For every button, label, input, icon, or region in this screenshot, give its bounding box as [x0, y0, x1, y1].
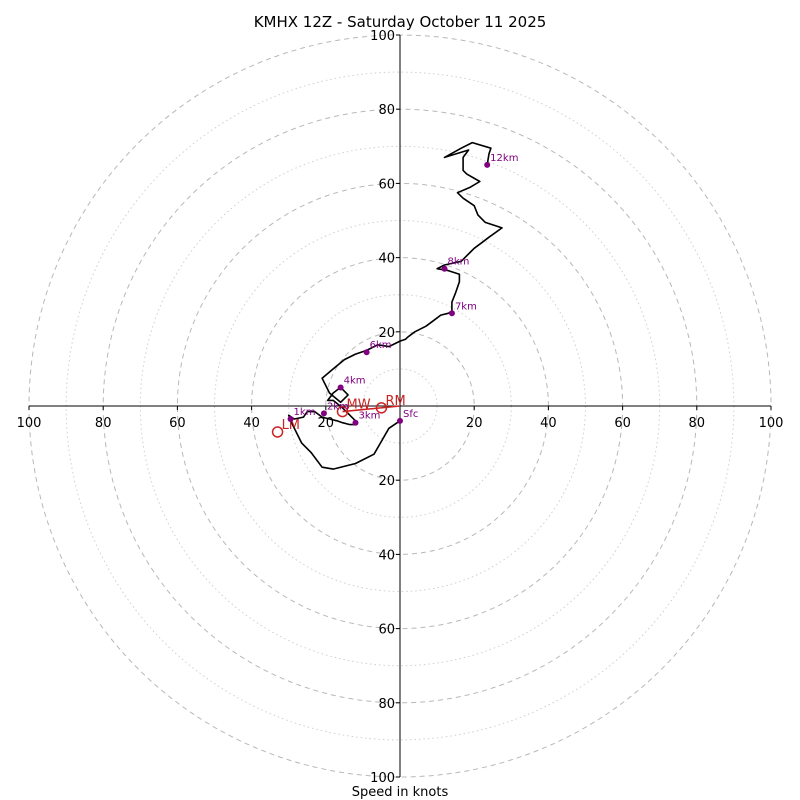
- y-tick-label: 100: [370, 771, 395, 786]
- x-tick-label: 40: [540, 416, 557, 431]
- height-marker-2km: [320, 410, 327, 417]
- x-tick-label: 80: [95, 416, 112, 431]
- y-tick-label: 60: [378, 623, 395, 638]
- height-marker-6km: [363, 349, 370, 356]
- height-marker-1km: [287, 415, 294, 422]
- x-axis-label: Speed in knots: [352, 785, 449, 800]
- x-tick-label: 40: [243, 416, 260, 431]
- x-tick-label: 100: [759, 416, 784, 431]
- y-tick-label: 40: [378, 252, 395, 267]
- height-marker-4km: [337, 384, 344, 391]
- hodograph-line: [287, 141, 503, 470]
- storm-motion-mw-label: MW: [346, 398, 370, 413]
- x-tick-label: 60: [169, 416, 186, 431]
- height-label-2km: 2km: [327, 401, 349, 412]
- height-label-6km: 6km: [370, 340, 392, 351]
- height-label-3km: 3km: [358, 411, 380, 422]
- y-tick-label: 60: [378, 177, 395, 192]
- x-tick-label: 20: [466, 416, 483, 431]
- x-tick-labels: 100 80 60 40 20 20 40 60 80 100: [17, 406, 784, 431]
- y-tick-labels: 100 80 60 40 20 20 40 60 80 100: [370, 29, 400, 786]
- height-label-sfc: Sfc: [403, 409, 418, 420]
- y-tick-label: 20: [378, 474, 395, 489]
- mean-wind-vector: [342, 405, 401, 413]
- chart-title: KMHX 12Z - Saturday October 11 2025: [254, 13, 547, 31]
- y-tick-label: 20: [378, 326, 395, 341]
- y-tick-label: 40: [378, 548, 395, 563]
- storm-motion-lm-marker: [271, 426, 284, 438]
- height-marker-sfc: [397, 417, 403, 424]
- x-tick-label: 80: [689, 416, 706, 431]
- height-label-12km: 12km: [490, 153, 518, 164]
- height-marker-7km: [448, 310, 455, 317]
- y-tick-label: 80: [378, 103, 395, 118]
- y-tick-label: 100: [370, 29, 395, 44]
- height-label-8km: 8km: [448, 257, 470, 268]
- storm-motion-lm-label: LM: [282, 418, 300, 433]
- storm-motion-mw-marker: [336, 405, 349, 418]
- storm-motion-rm-marker: [375, 402, 388, 414]
- hodograph-trace: [287, 141, 503, 470]
- height-label-4km: 4km: [344, 375, 366, 386]
- height-marker-12km: [484, 161, 491, 168]
- y-tick-label: 80: [378, 697, 395, 712]
- height-marker-3km: [352, 419, 359, 426]
- storm-motion-rm-label: RM: [385, 394, 405, 409]
- height-marker-8km: [441, 265, 448, 272]
- height-label-1km: 1km: [294, 407, 316, 418]
- x-tick-label: 100: [17, 416, 42, 431]
- height-label-7km: 7km: [455, 301, 477, 312]
- storm-motion-markers: RM MW LM: [271, 394, 406, 438]
- x-tick-label: 60: [614, 416, 631, 431]
- height-markers: Sfc 1km 2km 3km 4km 6km 7km 8km 12km: [287, 153, 518, 426]
